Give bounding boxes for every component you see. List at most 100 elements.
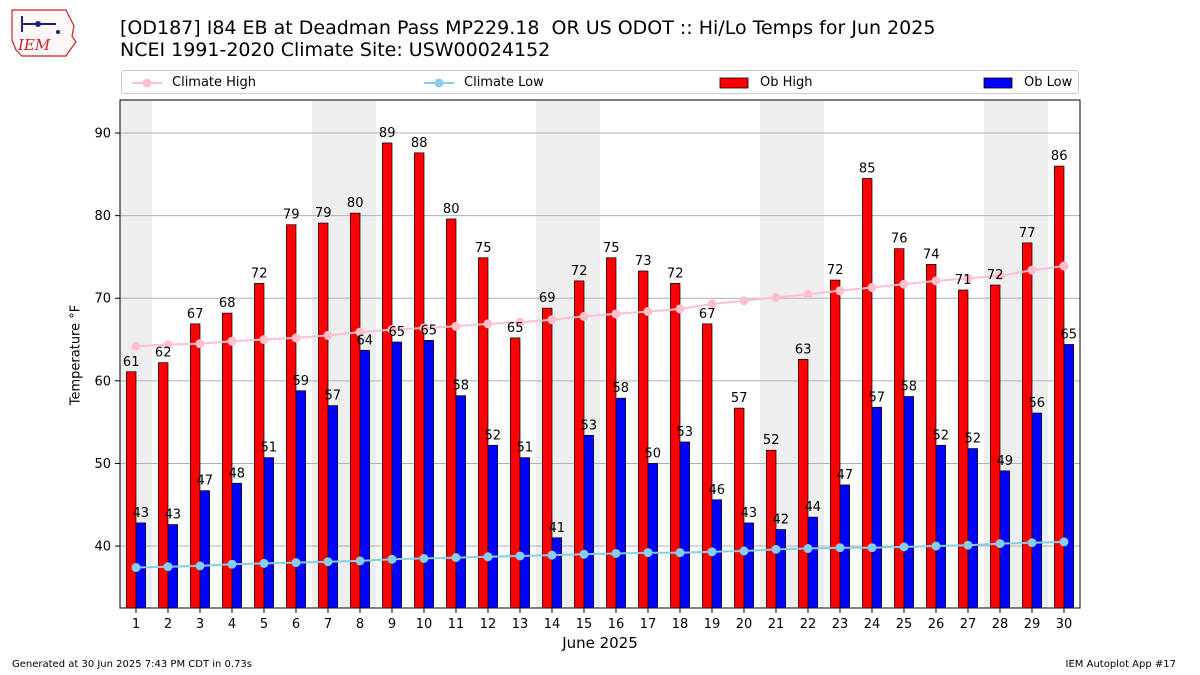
ob-low-bar-8 bbox=[359, 349, 370, 609]
x-axis-label: June 2025 bbox=[562, 634, 638, 652]
ob-low-label-4: 48 bbox=[229, 466, 246, 481]
ob-low-bar-29 bbox=[1031, 412, 1042, 609]
ob-low-bar-12 bbox=[487, 444, 498, 609]
climate-high-point-18 bbox=[675, 304, 685, 314]
y-tick-label-70: 70 bbox=[94, 292, 111, 307]
ob-low-label-7: 57 bbox=[325, 389, 342, 404]
ob-low-bar-14 bbox=[551, 537, 562, 609]
climate-low-point-5 bbox=[259, 558, 269, 568]
x-tick-label-18: 18 bbox=[672, 617, 689, 632]
climate-low-point-7 bbox=[323, 557, 333, 567]
climate-low-point-17 bbox=[643, 548, 653, 558]
x-tick-label-16: 16 bbox=[608, 617, 625, 632]
climate-high-point-7 bbox=[323, 330, 333, 340]
ob-high-label-19: 67 bbox=[699, 307, 716, 322]
ob-low-bar-11 bbox=[455, 395, 466, 609]
ob-high-label-29: 77 bbox=[1019, 226, 1036, 241]
x-tick-label-28: 28 bbox=[992, 617, 1009, 632]
y-axis-label: Temperature °F bbox=[68, 304, 84, 406]
x-tick-label-11: 11 bbox=[448, 617, 465, 632]
climate-high-point-30 bbox=[1059, 261, 1069, 271]
ob-low-label-16: 58 bbox=[613, 381, 630, 396]
ob-low-label-17: 50 bbox=[645, 446, 662, 461]
climate-low-point-15 bbox=[579, 549, 589, 559]
x-tick-label-6: 6 bbox=[292, 617, 300, 632]
title-line-1: [OD187] I84 EB at Deadman Pass MP229.18 … bbox=[120, 17, 936, 39]
climate-low-line bbox=[135, 540, 1065, 569]
ob-high-bar-18 bbox=[670, 283, 681, 609]
y-tick-label-90: 90 bbox=[94, 127, 111, 142]
climate-low-point-28 bbox=[995, 539, 1005, 549]
ob-high-label-2: 62 bbox=[155, 346, 172, 361]
climate-high-point-25 bbox=[899, 279, 909, 289]
ob-high-bar-27 bbox=[958, 289, 969, 609]
ob-low-label-10: 65 bbox=[421, 323, 438, 338]
ob-low-label-9: 65 bbox=[389, 325, 406, 340]
climate-high-point-28 bbox=[995, 271, 1005, 281]
climate-low-point-25 bbox=[899, 542, 909, 552]
ob-low-bar-16 bbox=[615, 397, 626, 609]
ob-high-label-27: 71 bbox=[955, 273, 972, 288]
climate-high-point-6 bbox=[291, 333, 301, 343]
ob-low-label-5: 51 bbox=[261, 441, 278, 456]
ob-low-label-6: 59 bbox=[293, 374, 310, 389]
ob-high-label-16: 75 bbox=[603, 241, 620, 256]
ob-high-bar-9 bbox=[382, 142, 393, 609]
ob-low-bar-3 bbox=[199, 490, 210, 609]
climate-low-point-2 bbox=[163, 562, 173, 572]
x-tick-label-20: 20 bbox=[736, 617, 753, 632]
ob-high-label-9: 89 bbox=[379, 126, 396, 141]
iem-logo: IEM bbox=[11, 9, 77, 57]
ob-high-label-28: 72 bbox=[987, 268, 1004, 283]
climate-high-point-14 bbox=[547, 315, 557, 325]
ob-high-bar-25 bbox=[894, 248, 905, 609]
ob-high-bar-1 bbox=[126, 371, 137, 609]
ob-high-bar-29 bbox=[1022, 242, 1033, 609]
climate-high-point-15 bbox=[579, 311, 589, 321]
ob-low-bar-25 bbox=[903, 396, 914, 609]
climate-high-point-21 bbox=[771, 292, 781, 302]
chart-title: [OD187] I84 EB at Deadman Pass MP229.18 … bbox=[120, 17, 935, 61]
ob-high-bar-6 bbox=[286, 224, 297, 609]
ob-high-label-21: 52 bbox=[763, 433, 780, 448]
climate-low-point-20 bbox=[739, 546, 749, 556]
x-tick-label-14: 14 bbox=[544, 617, 561, 632]
ob-low-label-25: 58 bbox=[901, 380, 918, 395]
climate-high-point-3 bbox=[195, 339, 205, 349]
ob-low-label-30: 65 bbox=[1061, 328, 1078, 343]
ob-high-label-15: 72 bbox=[571, 264, 588, 279]
climate-high-point-10 bbox=[419, 323, 429, 333]
ob-low-bar-17 bbox=[647, 463, 658, 609]
legend: Climate High Climate Low Ob High Ob Low bbox=[121, 70, 1079, 94]
ob-low-label-24: 57 bbox=[869, 390, 886, 405]
y-tick-label-50: 50 bbox=[94, 457, 111, 472]
ob-high-label-5: 72 bbox=[251, 266, 268, 281]
ob-low-label-23: 47 bbox=[837, 468, 854, 483]
ob-low-label-2: 43 bbox=[165, 508, 182, 523]
ob-low-bar-24 bbox=[871, 406, 882, 609]
x-tick-label-27: 27 bbox=[960, 617, 977, 632]
ob-low-label-13: 51 bbox=[517, 441, 534, 456]
x-tick-label-22: 22 bbox=[800, 617, 817, 632]
x-tick-label-12: 12 bbox=[480, 617, 497, 632]
x-tick-label-29: 29 bbox=[1024, 617, 1041, 632]
ob-high-label-7: 79 bbox=[315, 206, 332, 221]
x-tick-label-5: 5 bbox=[260, 617, 268, 632]
ob-high-bar-13 bbox=[510, 337, 521, 609]
ob-low-label-15: 53 bbox=[581, 418, 598, 433]
climate-low-point-26 bbox=[931, 541, 941, 551]
ob-low-label-11: 58 bbox=[453, 379, 470, 394]
ob-low-label-3: 47 bbox=[197, 474, 214, 489]
ob-high-bar-19 bbox=[702, 323, 713, 609]
climate-low-point-27 bbox=[963, 540, 973, 550]
climate-low-point-16 bbox=[611, 548, 621, 558]
x-tick-label-13: 13 bbox=[512, 617, 529, 632]
ob-low-bar-5 bbox=[263, 457, 274, 609]
ob-low-label-18: 53 bbox=[677, 425, 694, 440]
ob-low-bar-4 bbox=[231, 482, 242, 609]
ob-high-bar-14 bbox=[542, 307, 553, 609]
climate-low-point-13 bbox=[515, 551, 525, 561]
ob-low-bar-30 bbox=[1063, 344, 1074, 609]
ob-low-label-28: 49 bbox=[997, 454, 1014, 469]
climate-high-point-9 bbox=[387, 325, 397, 335]
